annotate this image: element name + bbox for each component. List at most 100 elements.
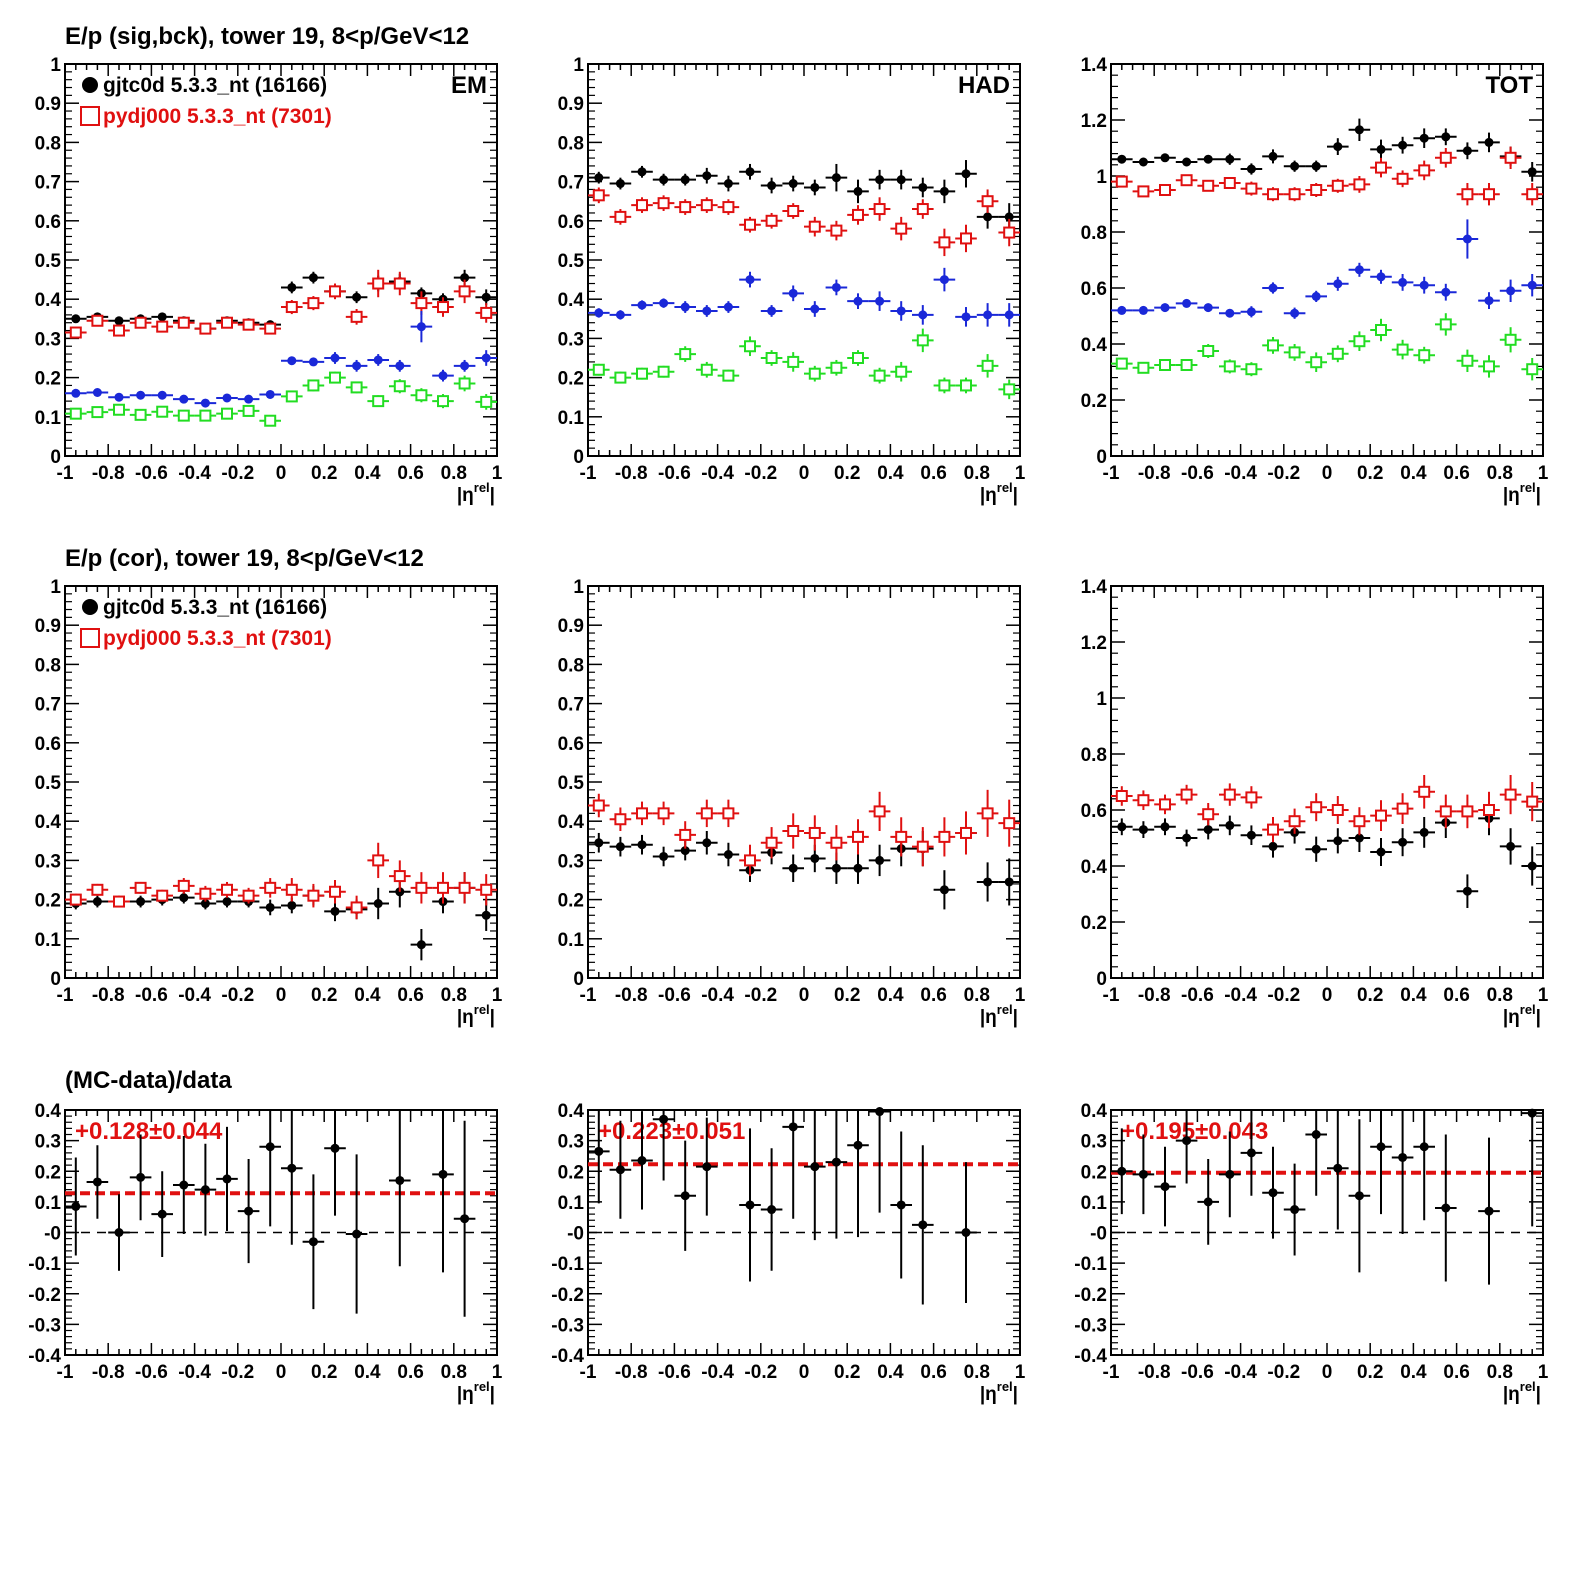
data-point bbox=[237, 1159, 260, 1264]
marker-open bbox=[1461, 354, 1474, 367]
marker-open bbox=[895, 365, 908, 378]
data-point bbox=[1391, 1110, 1414, 1235]
y-tick-label: 0.2 bbox=[35, 1162, 61, 1183]
marker-open bbox=[1483, 804, 1495, 816]
marker-open bbox=[981, 807, 994, 820]
marker-filled bbox=[71, 388, 81, 398]
marker-filled bbox=[1376, 847, 1386, 857]
x-tick-label: 0.6 bbox=[1443, 985, 1469, 1006]
x-tick-label: 1 bbox=[1015, 985, 1026, 1006]
marker-filled bbox=[352, 361, 362, 371]
y-tick-label: 0.1 bbox=[558, 408, 585, 429]
data-point bbox=[302, 357, 325, 367]
marker-open bbox=[1418, 164, 1431, 177]
marker-open bbox=[437, 395, 449, 408]
data-point bbox=[1219, 153, 1241, 165]
y-tick-label: 0.6 bbox=[558, 734, 584, 755]
y-tick-label: 0.2 bbox=[558, 891, 584, 912]
marker-open bbox=[480, 883, 493, 896]
marker-filled bbox=[896, 306, 906, 316]
data-point bbox=[782, 352, 804, 372]
x-tick-label: 1 bbox=[1538, 985, 1549, 1006]
marker-filled bbox=[1462, 886, 1472, 896]
marker-filled bbox=[1246, 830, 1256, 840]
data-point bbox=[1456, 142, 1479, 160]
x-tick-label: -0.6 bbox=[1181, 1362, 1214, 1383]
data-point bbox=[108, 316, 130, 326]
x-tick-label: -0.8 bbox=[1138, 463, 1171, 484]
x-tick-label: 0.6 bbox=[397, 1362, 423, 1383]
marker-filled bbox=[1117, 154, 1127, 164]
y-tick-label: 0.4 bbox=[558, 1101, 585, 1122]
marker-open bbox=[134, 881, 147, 894]
marker-filled bbox=[1398, 140, 1408, 150]
marker-open bbox=[636, 199, 648, 212]
marker-filled bbox=[114, 1228, 124, 1237]
data-point bbox=[389, 1110, 411, 1267]
data-point bbox=[475, 303, 497, 323]
marker-filled bbox=[767, 181, 777, 191]
data-point bbox=[345, 309, 368, 325]
marker-filled bbox=[637, 840, 647, 850]
data-point bbox=[782, 285, 804, 302]
marker-open bbox=[307, 379, 320, 392]
x-tick-label: 0.6 bbox=[397, 985, 423, 1006]
data-point bbox=[1111, 786, 1133, 806]
marker-filled bbox=[416, 322, 426, 332]
data-point bbox=[1305, 160, 1327, 172]
marker-filled bbox=[1333, 142, 1343, 152]
marker-open bbox=[1288, 815, 1301, 828]
marker-open bbox=[1461, 188, 1474, 201]
marker-filled bbox=[983, 310, 993, 320]
data-point bbox=[1478, 132, 1500, 153]
y-tick-label: 0.5 bbox=[558, 773, 585, 794]
marker-filled bbox=[659, 1114, 669, 1124]
x-tick-label: 0.2 bbox=[834, 463, 860, 484]
data-point bbox=[955, 1162, 977, 1303]
marker-open bbox=[242, 404, 255, 417]
marker-open bbox=[393, 380, 406, 393]
x-tick-label: -0.4 bbox=[1224, 985, 1257, 1006]
y-tick-label: 0.8 bbox=[35, 655, 61, 676]
data-point bbox=[912, 328, 934, 353]
data-point bbox=[1240, 786, 1263, 809]
x-tick-label: -1 bbox=[1103, 1362, 1120, 1383]
data-point bbox=[696, 361, 718, 378]
marker-filled bbox=[594, 838, 604, 848]
data-point bbox=[588, 1110, 610, 1204]
data-point bbox=[1305, 183, 1327, 197]
marker-open bbox=[1375, 324, 1387, 336]
data-point bbox=[1262, 149, 1284, 164]
series-data bbox=[1111, 118, 1543, 182]
marker-open bbox=[873, 203, 886, 216]
data-point bbox=[955, 811, 977, 855]
marker-open bbox=[895, 222, 908, 235]
data-point bbox=[1413, 817, 1435, 848]
data-point bbox=[1521, 1108, 1543, 1227]
marker-filled bbox=[244, 394, 254, 404]
marker-filled bbox=[287, 1163, 297, 1173]
data-point bbox=[674, 1140, 696, 1251]
data-point bbox=[367, 395, 389, 408]
data-point bbox=[259, 878, 281, 898]
data-point bbox=[453, 279, 476, 304]
data-point bbox=[760, 212, 783, 229]
data-point bbox=[1154, 794, 1176, 815]
marker-open bbox=[91, 314, 104, 327]
fit-value-label: +0.223±0.051 bbox=[598, 1118, 745, 1145]
marker-open bbox=[480, 395, 493, 408]
y-tick-label: 0.2 bbox=[35, 369, 61, 390]
data-point bbox=[1370, 269, 1392, 284]
x-tick-label: 1 bbox=[492, 1362, 503, 1383]
marker-filled bbox=[788, 863, 798, 873]
y-tick-label: 0.6 bbox=[1081, 279, 1107, 300]
marker-open bbox=[614, 371, 627, 384]
data-point bbox=[216, 316, 238, 329]
y-tick-label: 0.3 bbox=[1081, 1132, 1107, 1153]
data-point bbox=[151, 405, 173, 418]
data-point bbox=[696, 799, 718, 828]
marker-open bbox=[1504, 151, 1517, 164]
data-point bbox=[129, 316, 152, 329]
data-point bbox=[1370, 800, 1392, 831]
data-point bbox=[998, 799, 1020, 847]
